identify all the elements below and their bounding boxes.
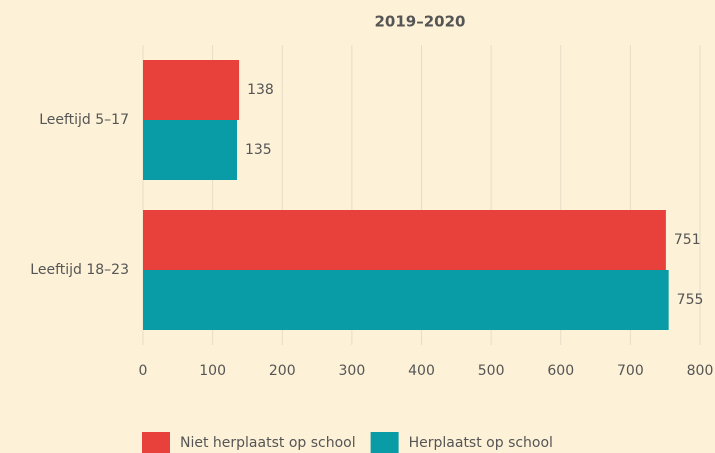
x-tick-label: 0 — [139, 363, 148, 379]
legend-label: Niet herplaatst op school — [180, 435, 356, 451]
x-tick-label: 100 — [199, 363, 226, 379]
value-label: 138 — [247, 82, 274, 98]
legend-swatch — [370, 432, 399, 453]
value-label: 751 — [674, 232, 701, 248]
bar — [143, 270, 669, 330]
bar — [143, 60, 240, 120]
bar — [143, 210, 666, 270]
x-tick-label: 400 — [408, 363, 435, 379]
value-label: 755 — [677, 292, 704, 308]
bar — [143, 120, 237, 180]
legend-label: Herplaatst op school — [409, 435, 553, 451]
legend-swatch — [142, 432, 170, 453]
x-tick-label: 800 — [687, 363, 714, 379]
x-tick-label: 600 — [547, 363, 574, 379]
x-tick-label: 500 — [478, 363, 505, 379]
chart-title: 2019–2020 — [375, 13, 466, 31]
x-tick-label: 300 — [339, 363, 366, 379]
x-tick-label: 700 — [617, 363, 644, 379]
y-tick-label: Leeftijd 5–17 — [39, 112, 129, 128]
y-tick-label: Leeftijd 18–23 — [30, 262, 129, 278]
value-label: 135 — [245, 142, 272, 158]
x-tick-label: 200 — [269, 363, 296, 379]
